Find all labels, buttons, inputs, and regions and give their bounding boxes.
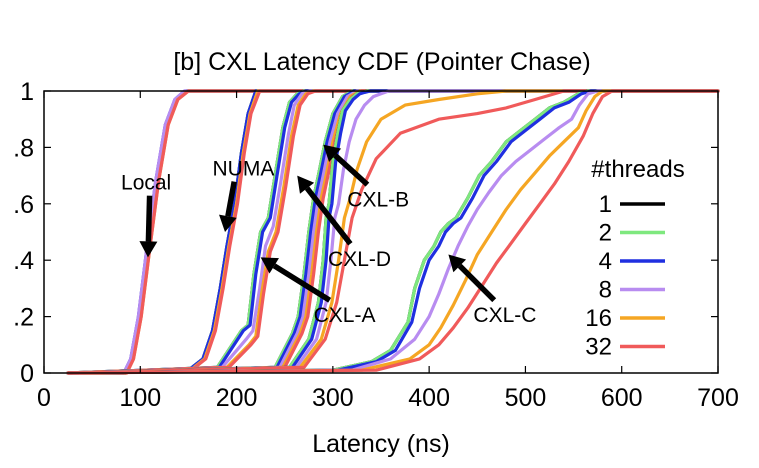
series-line-numa-32-threads <box>66 89 720 375</box>
annotation-arrow-head <box>323 144 342 162</box>
y-tick-label: .4 <box>13 247 34 275</box>
series-line-cxl-b-16-threads <box>66 89 720 375</box>
annotation-arrow-shaft <box>272 263 332 303</box>
series-line-cxl-c-2-threads <box>66 89 720 375</box>
annotation-label-cxl-c: CXL-C <box>473 304 536 327</box>
legend-label-4: 4 <box>599 248 612 275</box>
curve-group-cxl-c <box>66 89 720 375</box>
legend-label-16: 16 <box>585 305 612 332</box>
legend-label-32: 32 <box>585 334 612 361</box>
curve-group-cxl-b <box>66 89 720 375</box>
x-tick-label: 400 <box>408 384 450 412</box>
series-line-cxl-b-4-threads <box>66 89 720 375</box>
series-line-cxl-a-4-threads <box>66 89 720 375</box>
series-line-cxl-d-16-threads <box>66 89 720 375</box>
series-line-cxl-c-16-threads <box>66 89 720 375</box>
y-tick-label: .6 <box>13 191 34 219</box>
annotation-arrow-head <box>448 254 467 273</box>
series-line-cxl-d-8-threads <box>66 89 720 375</box>
x-tick-label: 300 <box>312 384 354 412</box>
curve-group-cxl-a <box>66 89 720 375</box>
annotations: Local NUMA CXL-A CXL-D CXL-B CXL-C <box>121 144 536 327</box>
series-line-cxl-b-8-threads <box>66 89 720 375</box>
plot-frame <box>43 90 719 374</box>
x-tick-label: 700 <box>697 384 739 412</box>
legend-label-1: 1 <box>599 191 612 218</box>
axis-ticks: 0 100 200 300 400 500 600 700 0 .2 .4 .6 .8 1 <box>13 78 739 412</box>
y-tick-label: 0 <box>20 360 34 388</box>
plot-curves <box>66 89 720 375</box>
annotation-arrow-shaft <box>333 153 370 187</box>
series-line-cxl-c-8-threads <box>66 89 720 375</box>
x-tick-label: 600 <box>601 384 643 412</box>
y-tick-label: .8 <box>13 134 34 162</box>
series-line-cxl-a-32-threads <box>66 89 720 375</box>
x-tick-label: 0 <box>37 384 51 412</box>
annotation-label-cxl-d: CXL-D <box>328 248 391 271</box>
chart-title: [b] CXL Latency CDF (Pointer Chase) <box>173 48 590 76</box>
series-line-cxl-b-32-threads <box>66 89 720 375</box>
series-line-local-32-threads <box>66 89 720 375</box>
annotation-label-cxl-b: CXL-B <box>347 189 409 212</box>
x-tick-label: 100 <box>119 384 161 412</box>
legend-label-8: 8 <box>599 277 612 304</box>
annotation-label-cxl-a: CXL-A <box>314 304 376 327</box>
x-tick-label: 500 <box>505 384 547 412</box>
annotation-arrow-head <box>297 175 315 194</box>
y-tick-label: .2 <box>13 304 34 332</box>
annotation-arrow-shaft <box>145 195 153 242</box>
curve-group-numa <box>66 89 720 375</box>
annotation-arrow-head <box>139 241 158 258</box>
x-axis-label: Latency (ns) <box>312 430 450 458</box>
annotation-label-numa: NUMA <box>213 158 275 181</box>
annotation-arrow-head <box>219 214 237 232</box>
series-line-cxl-c-32-threads <box>66 89 720 375</box>
legend-title: #threads <box>591 156 684 183</box>
annotation-arrow-shaft <box>457 263 497 303</box>
series-line-cxl-a-8-threads <box>66 89 720 375</box>
annotation-arrow-shaft <box>225 181 237 217</box>
annotation-arrow-head <box>260 257 279 274</box>
legend-label-2: 2 <box>599 220 612 247</box>
y-tick-label: 1 <box>20 78 34 106</box>
annotation-arrow-shaft <box>304 186 353 246</box>
x-tick-label: 200 <box>216 384 258 412</box>
annotation-label-local: Local <box>121 172 171 195</box>
series-line-cxl-c-4-threads <box>66 89 720 375</box>
